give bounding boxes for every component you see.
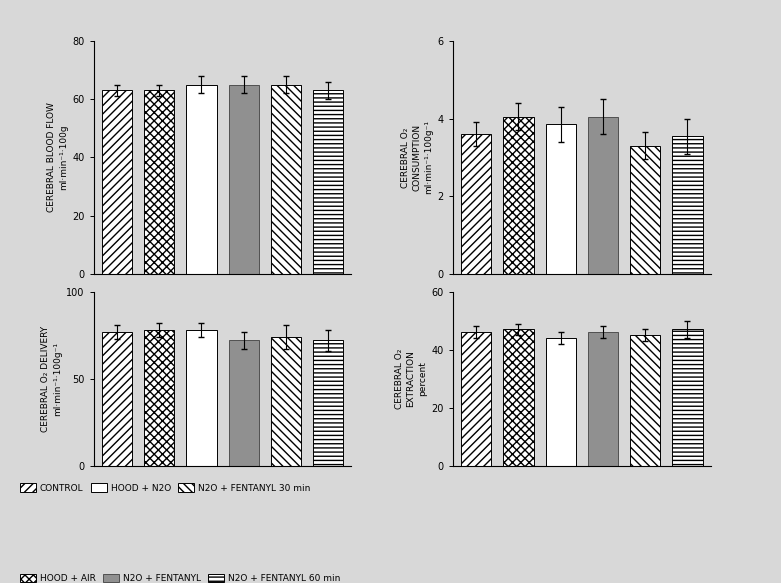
Bar (545, 124, 576, 274)
Bar (588, 332, 619, 466)
Bar (630, 146, 661, 274)
Y-axis label: CEREBRAL O₂
EXTRACTION
percent: CEREBRAL O₂ EXTRACTION percent (395, 349, 427, 409)
Bar (503, 117, 533, 274)
Bar (271, 337, 301, 466)
Bar (630, 335, 661, 466)
Bar (461, 332, 491, 466)
Bar (229, 340, 259, 466)
Bar (313, 340, 344, 466)
Bar (144, 90, 174, 274)
Bar (503, 329, 533, 466)
Bar (545, 338, 576, 466)
Bar (186, 85, 216, 274)
Bar (186, 330, 216, 466)
Bar (102, 332, 132, 466)
Y-axis label: CEREBRAL BLOOD FLOW
ml·min⁻¹·100g: CEREBRAL BLOOD FLOW ml·min⁻¹·100g (48, 103, 68, 212)
Bar (102, 90, 132, 274)
Bar (672, 136, 703, 274)
Y-axis label: CEREBRAL O₂ DELIVERY
ml·min⁻¹·100g⁻¹: CEREBRAL O₂ DELIVERY ml·min⁻¹·100g⁻¹ (41, 326, 62, 432)
Bar (271, 85, 301, 274)
Bar (313, 90, 344, 274)
Bar (144, 330, 174, 466)
Legend: HOOD + AIR, N2O + FENTANYL, N2O + FENTANYL 60 min: HOOD + AIR, N2O + FENTANYL, N2O + FENTAN… (20, 574, 341, 583)
Bar (461, 134, 491, 274)
Bar (672, 329, 703, 466)
Y-axis label: CEREBRAL O₂
CONSUMPTION
ml·min⁻¹·100g⁻¹: CEREBRAL O₂ CONSUMPTION ml·min⁻¹·100g⁻¹ (401, 121, 433, 194)
Bar (588, 117, 619, 274)
Bar (229, 85, 259, 274)
